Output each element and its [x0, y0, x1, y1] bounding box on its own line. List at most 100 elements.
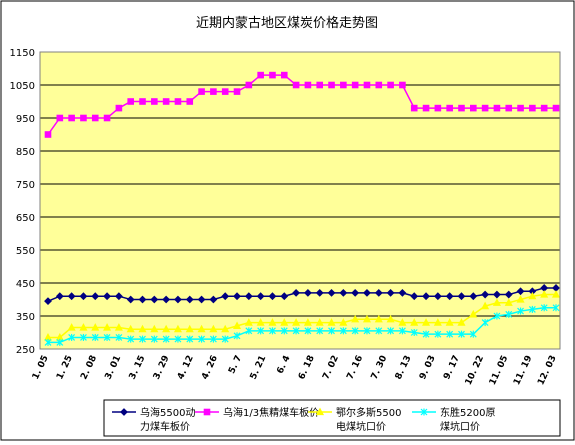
data-point [304, 81, 312, 89]
data-point [126, 324, 135, 333]
data-point [458, 330, 465, 338]
legend-label: 东胜5200原 [440, 406, 495, 419]
data-point [68, 114, 75, 122]
data-point [481, 301, 490, 310]
data-point [327, 288, 336, 297]
y-tick-label: 1150 [10, 48, 35, 59]
data-point [103, 333, 111, 341]
data-point [268, 318, 277, 326]
data-point [422, 318, 431, 326]
data-point [209, 324, 218, 333]
data-point [493, 312, 501, 320]
plot-area [40, 52, 560, 349]
data-point [91, 333, 99, 341]
data-point [410, 292, 419, 301]
data-point [268, 292, 277, 301]
data-point [481, 319, 489, 327]
data-point [493, 290, 501, 299]
data-point [79, 323, 88, 331]
data-point [434, 104, 442, 112]
data-point [256, 318, 265, 326]
data-point [339, 318, 348, 326]
data-point [410, 104, 418, 112]
data-point [327, 318, 336, 326]
data-point [151, 98, 158, 105]
data-point [198, 335, 206, 343]
legend-label: 乌海5500动 [140, 406, 195, 419]
data-point [399, 81, 406, 89]
data-point [552, 304, 560, 312]
data-point [186, 98, 194, 105]
y-tick-label: 350 [16, 312, 35, 323]
data-point [68, 333, 76, 341]
data-point [492, 298, 501, 306]
data-point [244, 292, 253, 301]
data-point [221, 324, 230, 333]
legend-entry-2: 乌海1/3焦精煤车板价 [195, 406, 319, 419]
data-point [351, 314, 360, 323]
data-point [340, 81, 347, 89]
data-point [44, 338, 52, 346]
data-point [80, 114, 87, 122]
data-point [280, 327, 288, 335]
data-point [209, 335, 217, 343]
data-point [150, 295, 159, 304]
data-point [540, 290, 549, 298]
data-point [351, 81, 359, 89]
data-point [103, 114, 111, 122]
data-point [422, 104, 430, 112]
data-point [280, 292, 289, 301]
data-point [292, 327, 300, 335]
series-line [48, 307, 556, 344]
data-point [185, 324, 194, 333]
data-point [127, 98, 134, 105]
y-tick-label: 1050 [10, 81, 35, 92]
data-point [162, 335, 170, 343]
data-point [387, 81, 394, 89]
data-point [91, 114, 99, 122]
data-point [221, 292, 230, 301]
y-tick-label: 750 [16, 180, 35, 191]
data-point [339, 327, 347, 335]
data-point [257, 327, 265, 335]
data-point [256, 292, 265, 301]
data-point [470, 104, 477, 112]
data-point [292, 318, 301, 326]
data-point [162, 295, 171, 304]
legend-swatch-marker [120, 408, 128, 416]
data-point [410, 329, 418, 336]
data-point [55, 292, 64, 301]
data-point [150, 324, 159, 333]
data-point [162, 98, 170, 105]
data-point [315, 288, 324, 297]
y-tick-label: 950 [16, 114, 35, 125]
data-point [328, 327, 335, 335]
data-point [374, 288, 383, 297]
data-point [386, 314, 395, 323]
data-point [315, 318, 324, 326]
data-point [221, 335, 229, 343]
series-1 [44, 284, 560, 306]
data-point [351, 288, 360, 297]
data-point [445, 318, 454, 326]
data-point [504, 290, 513, 299]
y-tick-label: 450 [16, 279, 35, 290]
data-point [233, 332, 241, 340]
data-point [398, 288, 407, 297]
data-point [56, 114, 64, 122]
data-point [280, 71, 288, 79]
data-point [79, 292, 88, 301]
data-point [457, 292, 466, 301]
data-point [91, 292, 100, 301]
data-point [386, 288, 395, 297]
legend-label: 乌海1/3焦精煤车板价 [223, 406, 319, 419]
data-point [516, 287, 525, 296]
y-tick-label: 850 [16, 147, 35, 158]
data-point [44, 297, 52, 306]
data-point [80, 333, 87, 341]
data-point [446, 104, 453, 112]
data-point [339, 288, 348, 297]
